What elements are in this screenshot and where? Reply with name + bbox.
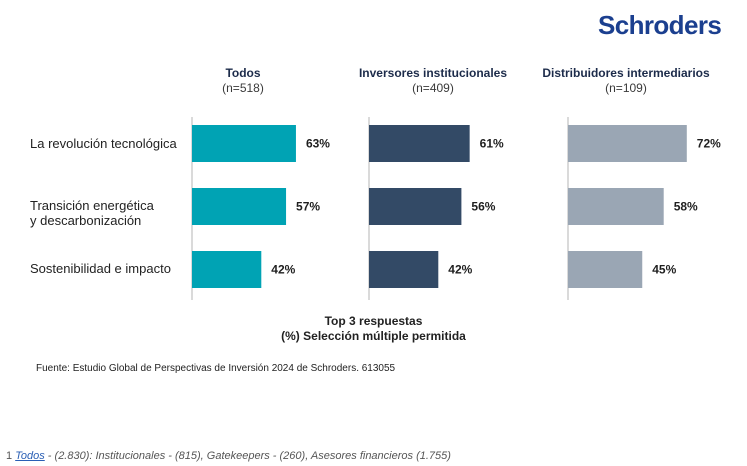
caption-line-2: (%) Selección múltiple permitida <box>281 329 466 343</box>
footnote-text: - (2.830): Institucionales - (815), Gate… <box>44 450 451 462</box>
bar-value-label-s0-c2: 42% <box>271 263 295 277</box>
bar-value-label-s2-c0: 72% <box>697 137 721 151</box>
bar-s2-c2 <box>568 251 643 288</box>
series-sample-size: (n=409) <box>412 81 454 95</box>
footnote-number: 1 <box>6 450 13 462</box>
category-label-sostenibilidad: Sostenibilidad e impacto <box>30 261 171 276</box>
chart-caption: Top 3 respuestas (%) Selección múltiple … <box>0 314 747 344</box>
bar-s1-c2 <box>369 251 439 288</box>
footnote-link-todos[interactable]: Todos <box>15 450 45 462</box>
series-name: Distribuidores intermediarios <box>542 66 710 80</box>
source-note: Fuente: Estudio Global de Perspectivas d… <box>36 363 396 374</box>
series-name: Todos <box>225 66 261 80</box>
bar-value-label-s1-c2: 42% <box>448 263 472 277</box>
category-label-transicion: Transición energética y descarbonización <box>30 198 154 228</box>
bar-s1-c1 <box>369 188 462 225</box>
bar-value-label-s2-c1: 58% <box>674 200 698 214</box>
column-header-distribuidores: Distribuidores intermediarios (n=109) <box>526 66 726 96</box>
caption-line-1: Top 3 respuestas <box>324 314 423 328</box>
series-sample-size: (n=518) <box>222 81 264 95</box>
bar-s2-c0 <box>568 125 687 162</box>
bar-s2-c1 <box>568 188 664 225</box>
bar-value-label-s0-c0: 63% <box>306 137 330 151</box>
bar-value-label-s0-c1: 57% <box>296 200 320 214</box>
series-sample-size: (n=109) <box>605 81 647 95</box>
bar-s0-c0 <box>192 125 296 162</box>
bar-s0-c2 <box>192 251 262 288</box>
bar-s1-c0 <box>369 125 470 162</box>
column-header-institucionales: Inversores institucionales (n=409) <box>333 66 533 96</box>
series-name: Inversores institucionales <box>358 66 508 80</box>
bar-value-label-s1-c1: 56% <box>471 200 495 214</box>
bar-value-label-s2-c2: 45% <box>652 263 676 277</box>
bar-s0-c1 <box>192 188 287 225</box>
schroders-logo: Schroders <box>598 10 722 40</box>
footnote: 1 Todos - (2.830): Institucionales - (81… <box>6 450 451 462</box>
bar-value-label-s1-c0: 61% <box>480 137 504 151</box>
category-label-tecnologica: La revolución tecnológica <box>30 136 177 151</box>
column-header-todos: Todos (n=518) <box>143 66 343 96</box>
